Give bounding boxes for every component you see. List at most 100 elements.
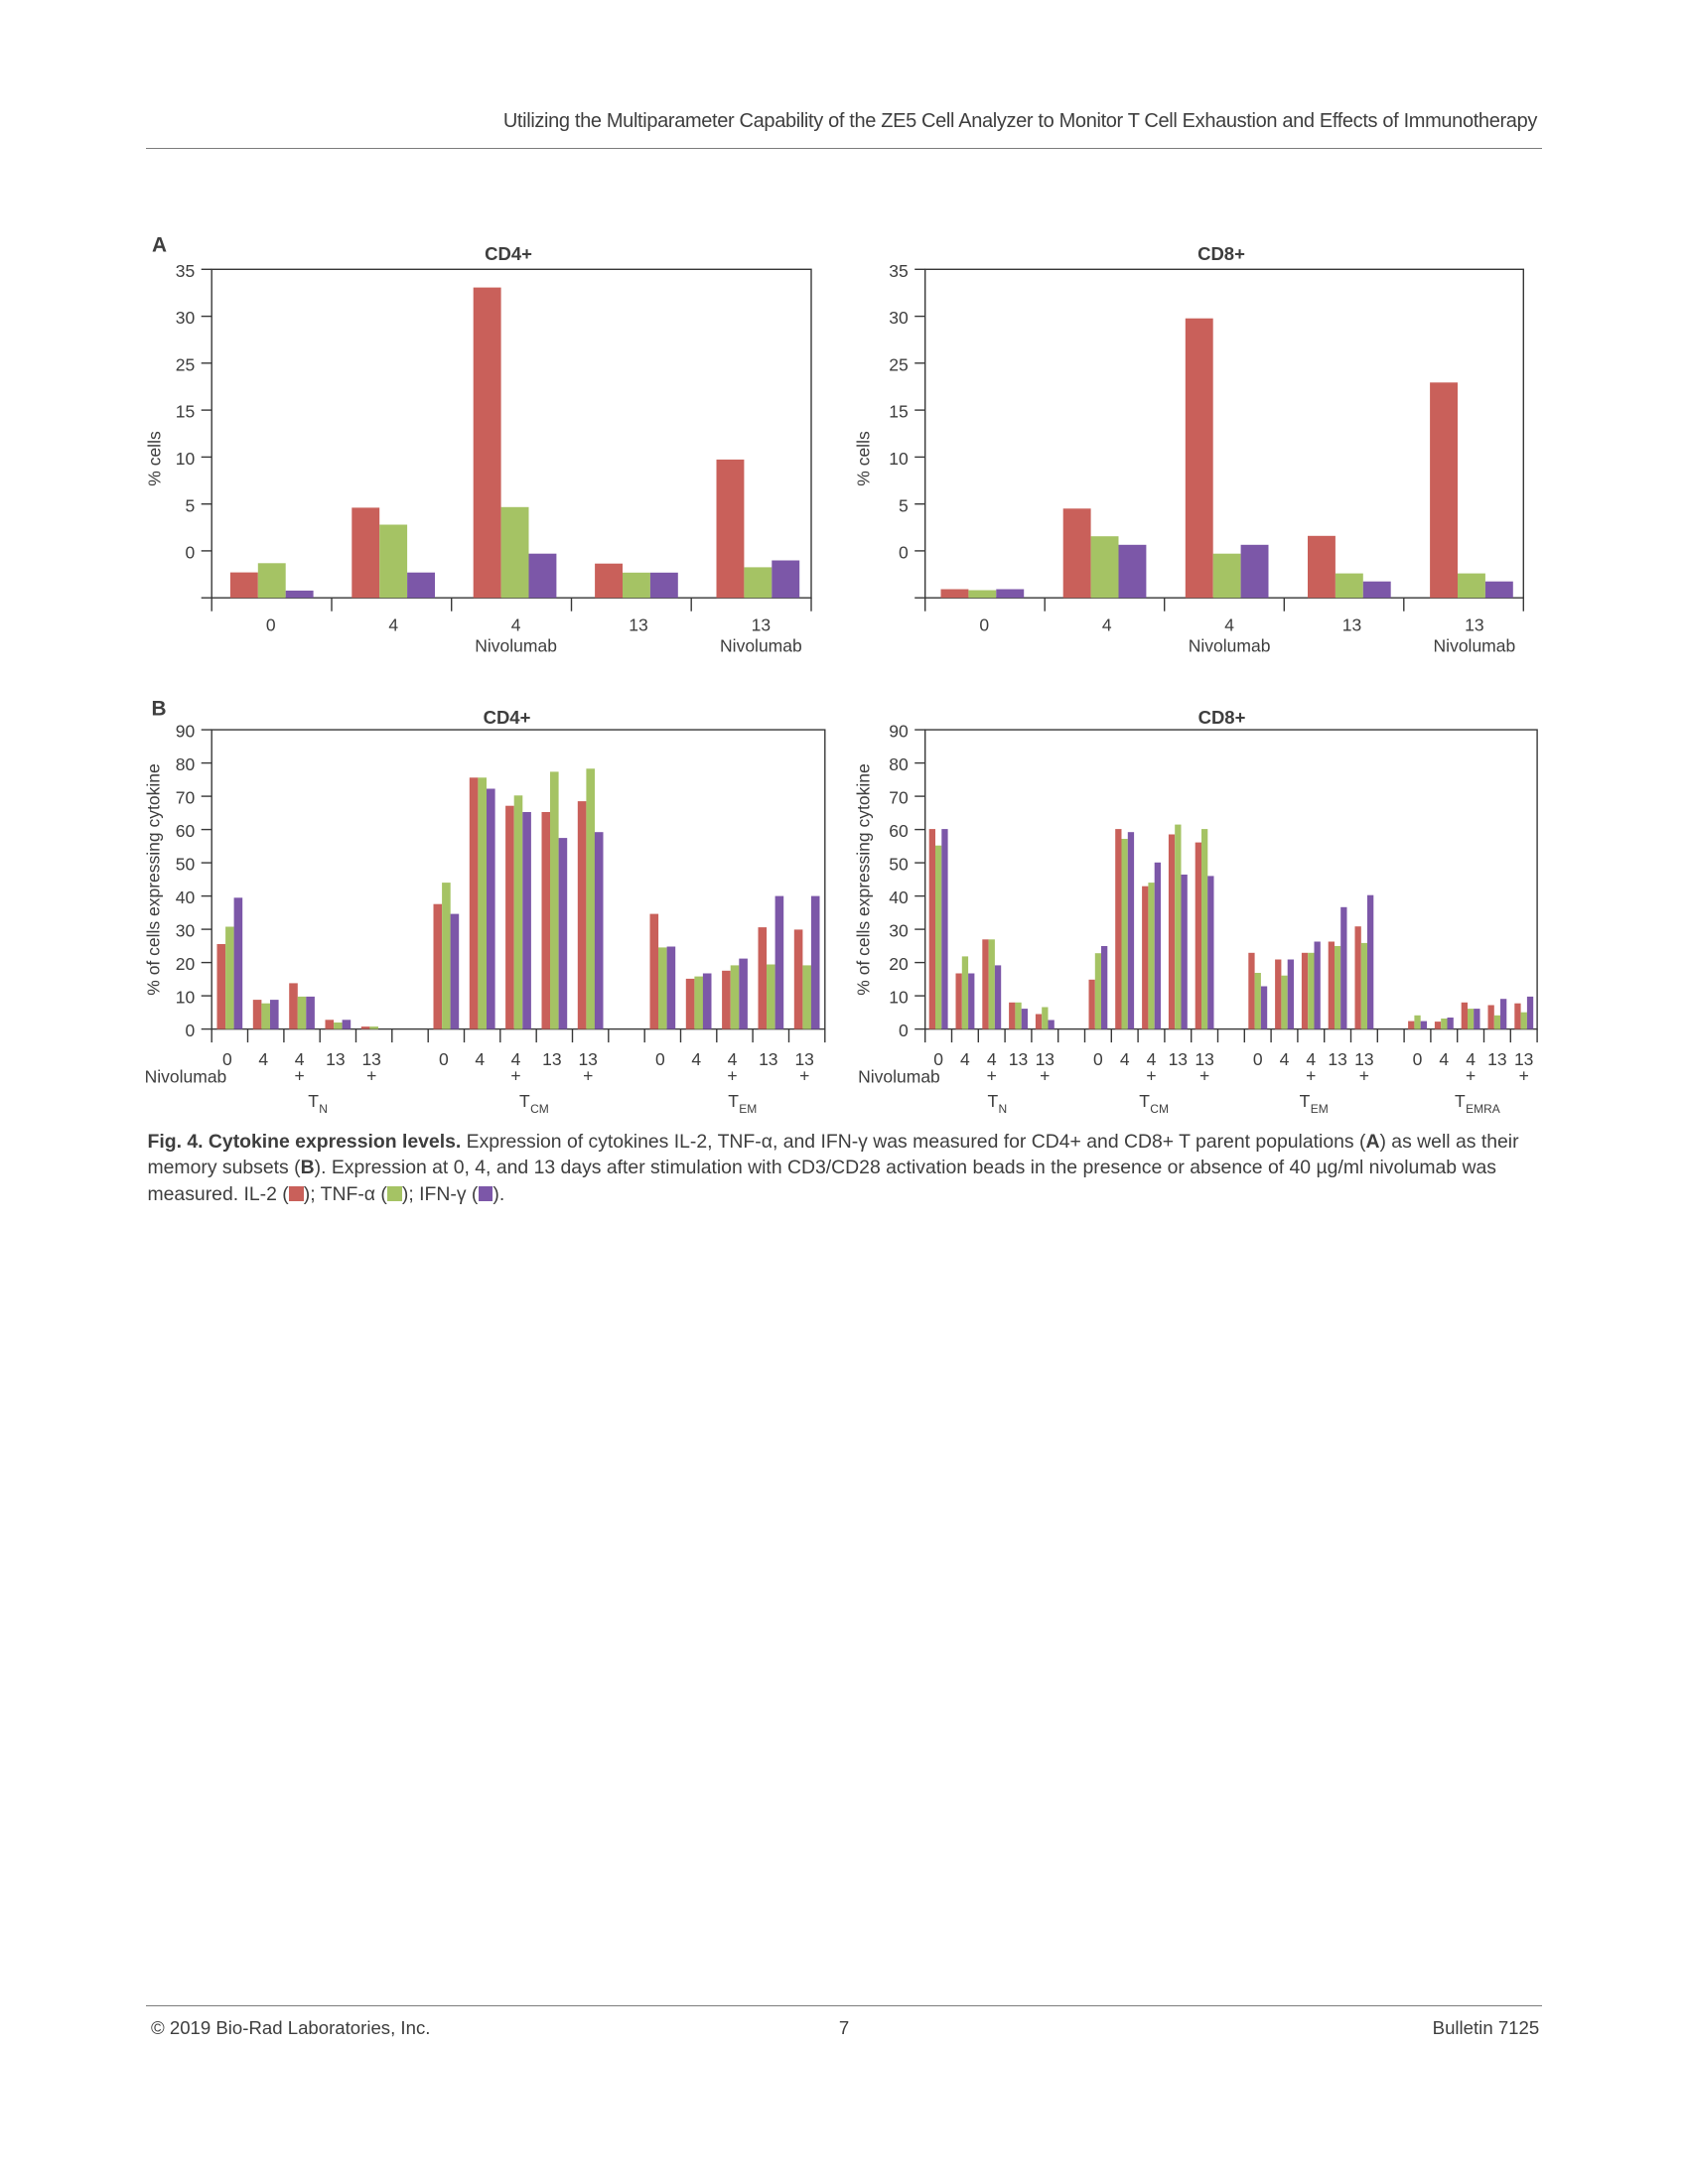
svg-text:% of cells expressing cytokine: % of cells expressing cytokine xyxy=(144,763,164,995)
svg-text:0: 0 xyxy=(1093,1049,1103,1069)
svg-text:CM: CM xyxy=(530,1102,549,1116)
svg-text:0: 0 xyxy=(185,543,195,563)
svg-text:+: + xyxy=(1306,1066,1316,1086)
svg-text:4: 4 xyxy=(295,1049,305,1069)
svg-text:40: 40 xyxy=(176,887,196,907)
svg-text:T: T xyxy=(728,1091,739,1111)
svg-text:T: T xyxy=(1139,1091,1150,1111)
svg-text:+: + xyxy=(510,1066,520,1086)
svg-text:13: 13 xyxy=(1036,1049,1055,1069)
svg-text:13: 13 xyxy=(1514,1049,1533,1069)
svg-text:50: 50 xyxy=(889,855,909,875)
svg-text:80: 80 xyxy=(889,754,909,774)
svg-text:30: 30 xyxy=(889,308,909,328)
svg-text:13: 13 xyxy=(1169,1049,1188,1069)
svg-text:Nivolumab: Nivolumab xyxy=(720,635,802,655)
svg-text:4: 4 xyxy=(475,1049,485,1069)
svg-text:N: N xyxy=(999,1102,1008,1116)
svg-text:T: T xyxy=(519,1091,530,1111)
svg-text:+: + xyxy=(1146,1066,1156,1086)
svg-text:30: 30 xyxy=(889,921,909,941)
svg-text:10: 10 xyxy=(889,449,909,469)
svg-text:T: T xyxy=(1300,1091,1311,1111)
svg-text:+: + xyxy=(1040,1066,1050,1086)
svg-text:20: 20 xyxy=(176,954,196,974)
svg-text:50: 50 xyxy=(176,855,196,875)
svg-text:4: 4 xyxy=(728,1049,738,1069)
svg-text:CD4+: CD4+ xyxy=(485,243,532,264)
svg-text:4: 4 xyxy=(1102,614,1112,634)
svg-text:35: 35 xyxy=(176,261,195,281)
svg-text:0: 0 xyxy=(266,614,276,634)
svg-text:EM: EM xyxy=(1311,1102,1329,1116)
svg-text:13: 13 xyxy=(1342,614,1361,634)
svg-text:N: N xyxy=(319,1102,328,1116)
svg-text:% cells: % cells xyxy=(145,431,165,486)
svg-text:CD4+: CD4+ xyxy=(484,707,531,728)
svg-text:+: + xyxy=(1466,1066,1476,1086)
svg-text:4: 4 xyxy=(960,1049,970,1069)
svg-text:4: 4 xyxy=(511,1049,521,1069)
svg-text:A: A xyxy=(152,233,167,256)
svg-text:13: 13 xyxy=(326,1049,345,1069)
svg-text:60: 60 xyxy=(889,821,909,841)
svg-text:4: 4 xyxy=(388,614,398,634)
svg-text:0: 0 xyxy=(222,1049,232,1069)
svg-text:B: B xyxy=(152,698,167,721)
svg-text:20: 20 xyxy=(889,954,909,974)
svg-text:CM: CM xyxy=(1150,1102,1169,1116)
svg-text:15: 15 xyxy=(889,402,908,422)
svg-text:25: 25 xyxy=(176,354,195,374)
svg-text:Nivolumab: Nivolumab xyxy=(145,1066,227,1086)
svg-text:T: T xyxy=(308,1091,319,1111)
svg-text:13: 13 xyxy=(361,1049,380,1069)
svg-text:Nivolumab: Nivolumab xyxy=(1434,635,1516,655)
svg-text:13: 13 xyxy=(1465,614,1483,634)
svg-text:CD8+: CD8+ xyxy=(1198,707,1246,728)
svg-text:4: 4 xyxy=(1224,614,1234,634)
svg-text:25: 25 xyxy=(889,354,908,374)
svg-text:90: 90 xyxy=(889,722,909,742)
svg-text:0: 0 xyxy=(1413,1049,1423,1069)
svg-text:10: 10 xyxy=(176,988,196,1008)
svg-text:60: 60 xyxy=(176,821,196,841)
svg-text:15: 15 xyxy=(176,402,195,422)
svg-text:4: 4 xyxy=(258,1049,268,1069)
svg-text:+: + xyxy=(1199,1066,1209,1086)
svg-text:0: 0 xyxy=(185,1021,195,1040)
svg-text:+: + xyxy=(294,1066,304,1086)
svg-text:+: + xyxy=(583,1066,593,1086)
svg-text:13: 13 xyxy=(1009,1049,1028,1069)
svg-text:Nivolumab: Nivolumab xyxy=(1189,635,1271,655)
svg-text:0: 0 xyxy=(655,1049,665,1069)
svg-text:4: 4 xyxy=(691,1049,701,1069)
svg-text:4: 4 xyxy=(987,1049,997,1069)
svg-text:0: 0 xyxy=(439,1049,449,1069)
svg-text:13: 13 xyxy=(794,1049,813,1069)
svg-text:+: + xyxy=(1519,1066,1529,1086)
svg-text:90: 90 xyxy=(176,722,196,742)
svg-text:13: 13 xyxy=(542,1049,561,1069)
svg-text:13: 13 xyxy=(752,614,771,634)
svg-text:Nivolumab: Nivolumab xyxy=(475,635,557,655)
svg-text:4: 4 xyxy=(511,614,521,634)
svg-text:EMRA: EMRA xyxy=(1466,1102,1500,1116)
svg-text:+: + xyxy=(727,1066,737,1086)
svg-text:EM: EM xyxy=(739,1102,757,1116)
svg-text:80: 80 xyxy=(176,754,196,774)
svg-text:+: + xyxy=(366,1066,376,1086)
svg-text:13: 13 xyxy=(1328,1049,1346,1069)
svg-text:13: 13 xyxy=(1487,1049,1506,1069)
svg-text:+: + xyxy=(1359,1066,1369,1086)
svg-text:35: 35 xyxy=(889,261,908,281)
svg-text:4: 4 xyxy=(1466,1049,1476,1069)
svg-text:13: 13 xyxy=(1195,1049,1213,1069)
svg-text:5: 5 xyxy=(899,495,909,515)
svg-text:T: T xyxy=(987,1091,998,1111)
svg-text:4: 4 xyxy=(1280,1049,1290,1069)
svg-text:13: 13 xyxy=(759,1049,777,1069)
svg-text:13: 13 xyxy=(1354,1049,1373,1069)
svg-text:0: 0 xyxy=(979,614,989,634)
svg-text:4: 4 xyxy=(1306,1049,1316,1069)
svg-text:4: 4 xyxy=(1147,1049,1157,1069)
